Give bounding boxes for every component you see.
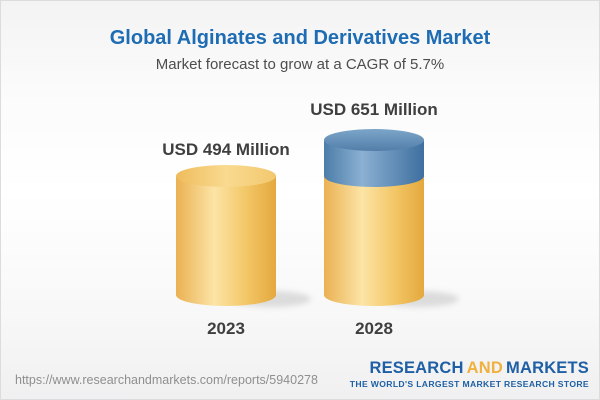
logo-word-and: AND [466, 359, 504, 377]
report-url: https://www.researchandmarkets.com/repor… [15, 373, 318, 387]
logo-tagline: THE WORLD'S LARGEST MARKET RESEARCH STOR… [349, 378, 589, 389]
bar-2028-base-segment [324, 176, 424, 306]
bar-2023 [176, 165, 276, 306]
category-label-2028: 2028 [355, 319, 393, 338]
logo-wordmark: RESEARCH AND MARKETS [350, 360, 589, 377]
chart-title: Global Alginates and Derivatives Market [109, 27, 491, 49]
cylinder-bar-chart: USD 494 Million USD 651 Million 2023 202… [162, 100, 459, 338]
bar-2028-growth-segment [324, 140, 424, 187]
category-label-2023: 2023 [207, 319, 245, 338]
logo-word-research: RESEARCH [369, 359, 464, 377]
bar-2028 [324, 129, 424, 306]
value-label-2028: USD 651 Million [310, 100, 438, 119]
logo-word-markets: MARKETS [506, 359, 589, 377]
chart-subtitle: Market forecast to grow at a CAGR of 5.7… [155, 56, 445, 73]
value-label-2023: USD 494 Million [162, 140, 290, 159]
research-and-markets-logo: RESEARCH AND MARKETS THE WORLD'S LARGEST M… [350, 360, 589, 388]
